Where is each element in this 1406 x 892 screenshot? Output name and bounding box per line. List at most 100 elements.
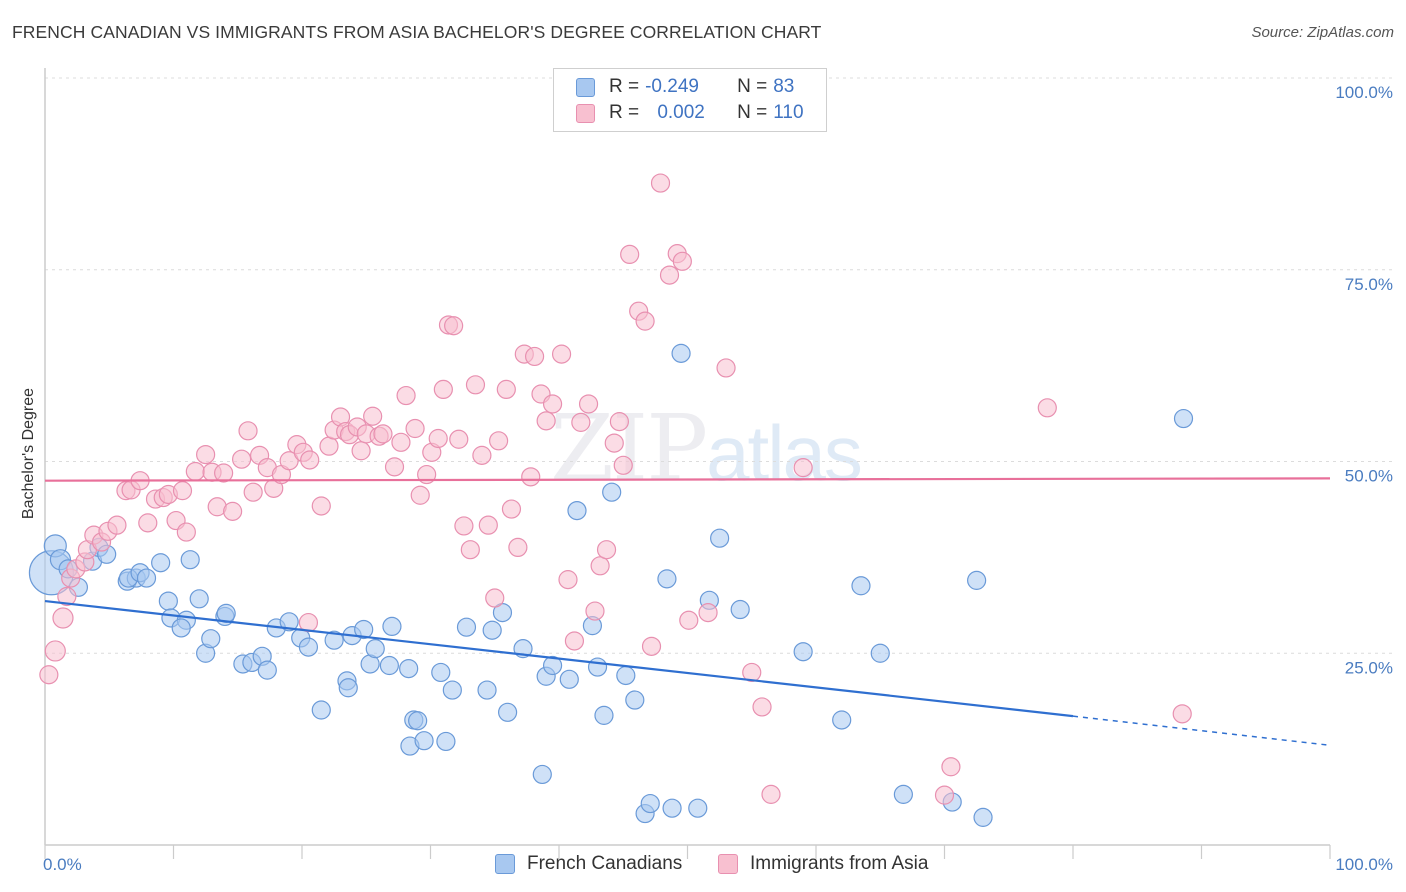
data-point-immigrants-asia <box>524 346 545 367</box>
y-tick-label: 25.0% <box>1345 658 1393 677</box>
data-point-french-canadians <box>201 629 221 649</box>
data-point-french-canadians <box>671 343 691 363</box>
legend-label: Immigrants from Asia <box>750 853 929 874</box>
data-point-immigrants-asia <box>596 540 617 560</box>
data-point-immigrants-asia <box>444 316 464 336</box>
data-point-french-canadians <box>625 690 645 710</box>
legend-swatch-blue <box>576 77 595 97</box>
legend-swatch-pink <box>576 103 595 123</box>
data-point-french-canadians <box>559 669 579 689</box>
data-point-french-canadians <box>893 784 913 804</box>
data-point-immigrants-asia <box>672 251 692 271</box>
y-tick-label: 50.0% <box>1345 467 1393 486</box>
data-point-french-canadians <box>158 591 178 611</box>
n-value: 83 <box>773 76 795 97</box>
data-point-french-canadians <box>338 678 358 698</box>
data-point-french-canadians <box>136 568 157 588</box>
data-point-immigrants-asia <box>698 602 718 623</box>
trend-lines <box>44 477 1331 747</box>
y-axis-title: Bachelor's Degree <box>20 388 37 519</box>
watermark: ZIPatlas <box>550 395 863 502</box>
data-point-immigrants-asia <box>460 540 480 560</box>
data-point-immigrants-asia <box>238 421 258 441</box>
data-point-french-canadians <box>532 764 552 785</box>
data-point-immigrants-asia <box>501 499 522 519</box>
data-point-immigrants-asia <box>1037 398 1057 418</box>
legend-swatch-blue <box>495 854 515 874</box>
data-point-french-canadians <box>324 630 344 650</box>
data-point-immigrants-asia <box>578 394 599 414</box>
x-tick-label: 100.0% <box>1335 855 1393 874</box>
data-point-immigrants-asia <box>752 697 772 717</box>
data-point-french-canadians <box>379 655 399 676</box>
data-point-immigrants-asia <box>793 458 813 478</box>
legend-row-immigrants-asia: R = 0.002 N = 110 <box>576 101 804 125</box>
data-point-french-canadians <box>257 660 277 680</box>
data-point-immigrants-asia <box>279 451 299 471</box>
axis-labels: 25.0% 50.0% 75.0% 100.0% 0.0% 100.0% Bachelor'… <box>20 83 1393 874</box>
data-point-immigrants-asia <box>489 431 509 451</box>
data-point-french-canadians <box>967 570 987 590</box>
data-point-immigrants-asia <box>716 358 736 378</box>
source-label: Source: ZipAtlas.com <box>1251 24 1394 41</box>
data-point-immigrants-asia <box>391 432 411 452</box>
data-point-immigrants-asia <box>478 515 498 535</box>
data-point-french-canadians <box>414 731 434 751</box>
data-point-french-canadians <box>832 710 852 730</box>
data-point-french-canadians <box>973 807 993 827</box>
data-point-immigrants-asia <box>679 610 699 630</box>
data-point-immigrants-asia <box>508 537 528 558</box>
data-point-french-canadians <box>851 576 871 596</box>
data-point-immigrants-asia <box>363 406 383 426</box>
watermark-atlas: atlas <box>706 409 863 497</box>
data-point-immigrants-asia <box>223 501 243 521</box>
data-point-french-canadians <box>1173 408 1194 429</box>
data-point-immigrants-asia <box>742 662 762 683</box>
data-point-immigrants-asia <box>571 412 591 432</box>
data-point-immigrants-asia <box>542 394 563 414</box>
data-point-immigrants-asia <box>232 449 252 469</box>
data-point-french-canadians <box>436 731 456 752</box>
data-point-french-canadians <box>542 655 563 676</box>
data-point-immigrants-asia <box>496 379 516 400</box>
data-point-french-canadians <box>730 599 750 620</box>
data-point-immigrants-asia <box>373 424 393 444</box>
data-point-immigrants-asia <box>650 173 671 193</box>
data-point-french-canadians <box>710 528 730 548</box>
data-point-french-canadians <box>456 617 477 637</box>
data-point-immigrants-asia <box>405 418 425 439</box>
data-point-french-canadians <box>311 700 331 720</box>
r-value: 0.002 <box>657 102 705 123</box>
data-point-french-canadians <box>189 589 209 609</box>
data-point-immigrants-asia <box>635 311 655 331</box>
data-point-french-canadians <box>442 680 462 700</box>
data-point-immigrants-asia <box>172 481 193 501</box>
data-point-french-canadians <box>657 569 677 589</box>
data-point-immigrants-asia <box>243 482 263 502</box>
data-point-french-canadians <box>870 643 890 663</box>
data-point-immigrants-asia <box>934 785 955 805</box>
data-point-immigrants-asia <box>485 588 505 608</box>
y-tick-label: 75.0% <box>1345 275 1393 294</box>
data-point-french-canadians <box>640 793 660 814</box>
data-point-immigrants-asia <box>761 784 781 804</box>
data-point-immigrants-asia <box>585 601 605 621</box>
data-points <box>28 173 1194 827</box>
data-point-immigrants-asia <box>138 513 158 533</box>
legend-swatch-pink <box>718 854 738 874</box>
data-point-french-canadians <box>171 618 191 638</box>
r-label: R = <box>609 102 640 123</box>
data-point-immigrants-asia <box>641 636 662 656</box>
data-point-french-canadians <box>662 798 682 818</box>
data-point-french-canadians <box>688 798 708 818</box>
trend-line-french-canadians <box>44 600 1074 718</box>
data-point-french-canadians <box>151 553 171 573</box>
legend-row-french-canadians: R = -0.249 N = 83 <box>576 75 794 99</box>
data-point-french-canadians <box>498 702 518 722</box>
data-point-immigrants-asia <box>196 444 216 465</box>
data-point-french-canadians <box>567 500 587 521</box>
stats-legend: R = -0.249 N = 83 R = 0.002 N = 110 <box>553 68 827 132</box>
data-point-immigrants-asia <box>472 445 492 465</box>
data-point-immigrants-asia <box>551 344 572 364</box>
